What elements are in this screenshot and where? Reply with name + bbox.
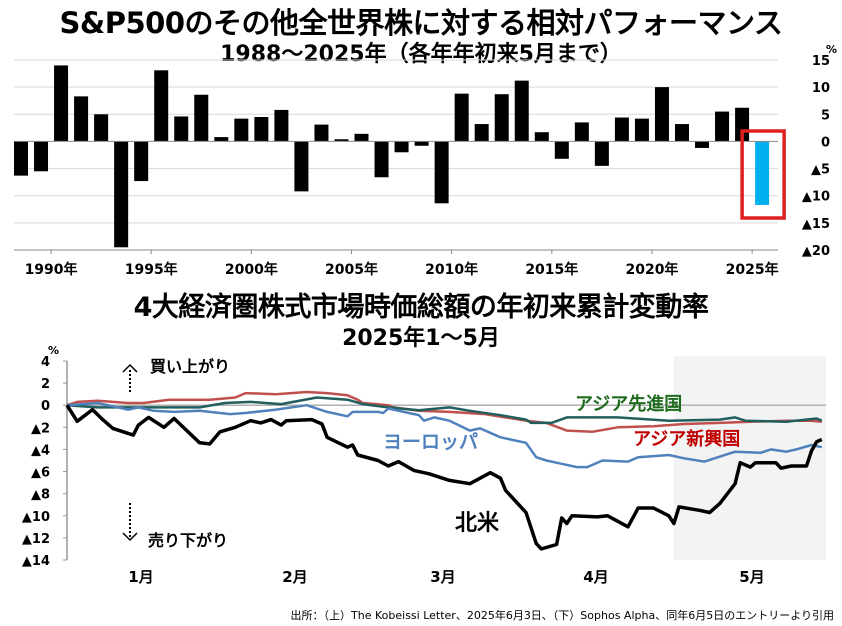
bar-2020 [654,87,669,142]
bottom-chart-title: 4大経済圏株式市場時価総額の年初来累計変動率 [133,292,709,323]
bar-2014 [534,132,549,142]
y-tick-label: ▲15 [802,217,830,232]
series-label-2: アジア新興国 [633,428,740,450]
source-footer: 出所：（上）The Kobeissi Letter、2025年6月3日、（下）S… [290,609,834,622]
y-tick-label: ▲12 [22,532,50,547]
y-tick-label: ▲2 [31,421,50,436]
x-tick-label: 2005年 [325,261,378,278]
x-tick-label: 2000年 [225,261,278,278]
series-label-0: 北米 [455,511,500,536]
bar-1992 [94,114,109,142]
bar-2008 [414,141,429,146]
bar-2025 [755,141,770,205]
bar-2005 [354,133,369,142]
x-tick-label: 1995年 [125,261,178,278]
x-tick-label: 2020年 [625,261,678,278]
y-tick-label: 10 [812,81,830,96]
bottom-chart-subtitle: 2025年1～5月 [342,326,500,351]
x-tick-label: 4月 [583,568,608,586]
bar-2006 [374,141,389,178]
bar-2016 [574,122,589,142]
bar-1999 [234,118,249,142]
bar-2022 [695,141,710,148]
x-tick-label: 2015年 [525,261,578,278]
y-tick-label: ▲6 [31,466,50,481]
bar-1994 [134,141,149,182]
top-chart-title: S&P500のその他全世界株に対する相対パフォーマンス [59,6,783,40]
bar-2003 [314,124,329,142]
bar-2004 [334,139,349,142]
bar-1996 [174,116,189,142]
bar-1988 [14,141,28,176]
up-arrowhead-icon [122,363,138,373]
y-tick-label: 4 [41,355,50,370]
y-tick-label: ▲5 [811,163,830,178]
bar-2024 [735,107,750,142]
bar-2023 [715,111,730,142]
bar-2018 [614,117,629,142]
bar-2000 [254,117,269,142]
y-tick-label: ▲8 [31,488,50,503]
top-chart-subtitle: 1988～2025年（各年年初来5月まで） [220,42,622,67]
x-tick-label: 2月 [282,568,307,586]
y-tick-label: 0 [41,399,50,414]
bar-2010 [454,93,469,142]
y-tick-label: 2 [41,377,50,392]
bar-chart: 15 10 5 0 ▲5 ▲10 ▲15 ▲20% 1990年 1995年 2000年 2005年 20… [14,43,837,278]
y-tick-label: ▲20 [802,244,830,259]
x-tick-label: 2025年 [726,261,779,278]
bar-1997 [194,94,209,142]
y-tick-label: 5 [821,108,830,123]
series-line-3 [66,396,823,425]
series-line-0 [65,404,823,551]
series-label-3: アジア先進国 [575,393,682,415]
shaded-region [673,356,826,560]
bar-2001 [274,109,289,142]
down-arrowhead-icon [122,532,138,542]
x-tick-label: 1990年 [25,261,78,278]
highlight-box [740,129,786,220]
y-tick-label: ▲10 [22,510,50,525]
line-chart: 4 2 0 ▲2 ▲4 ▲6 ▲8 ▲10 ▲12 ▲14% 1月 2月 3月 4月 5月 買い上がり売り下が… [22,344,826,586]
bar-2012 [494,94,509,142]
y-unit-label: % [48,344,59,357]
bar-2013 [514,80,529,142]
bar-1990 [54,65,69,142]
bar-2021 [674,124,689,142]
y-tick-label: ▲14 [22,554,50,569]
annotation-down: 売り下がり [148,531,228,550]
bar-1998 [214,137,229,142]
y-tick-label: ▲10 [802,190,830,205]
x-tick-label: 3月 [430,568,455,586]
bar-2019 [634,118,649,142]
bar-1993 [114,141,129,248]
bar-2009 [434,141,449,204]
bar-2017 [594,141,609,166]
annotation-up: 買い上がり [150,357,230,376]
y-tick-label: ▲4 [31,443,50,458]
bar-2015 [554,141,569,159]
y-unit-label: % [826,43,837,56]
bar-1989 [34,141,49,172]
bar-1995 [154,70,169,142]
bar-2002 [294,141,309,192]
y-tick-label: 15 [812,54,830,69]
bar-2007 [394,141,409,153]
bar-1991 [74,96,89,142]
y-tick-label: 0 [821,135,830,150]
x-tick-label: 1月 [128,568,153,586]
x-tick-label: 5月 [739,568,764,586]
bar-2011 [474,124,489,142]
series-label-1: ヨーロッパ [383,431,478,453]
series-line-1 [66,401,823,469]
x-tick-label: 2010年 [425,261,478,278]
series-line-2 [66,390,822,434]
